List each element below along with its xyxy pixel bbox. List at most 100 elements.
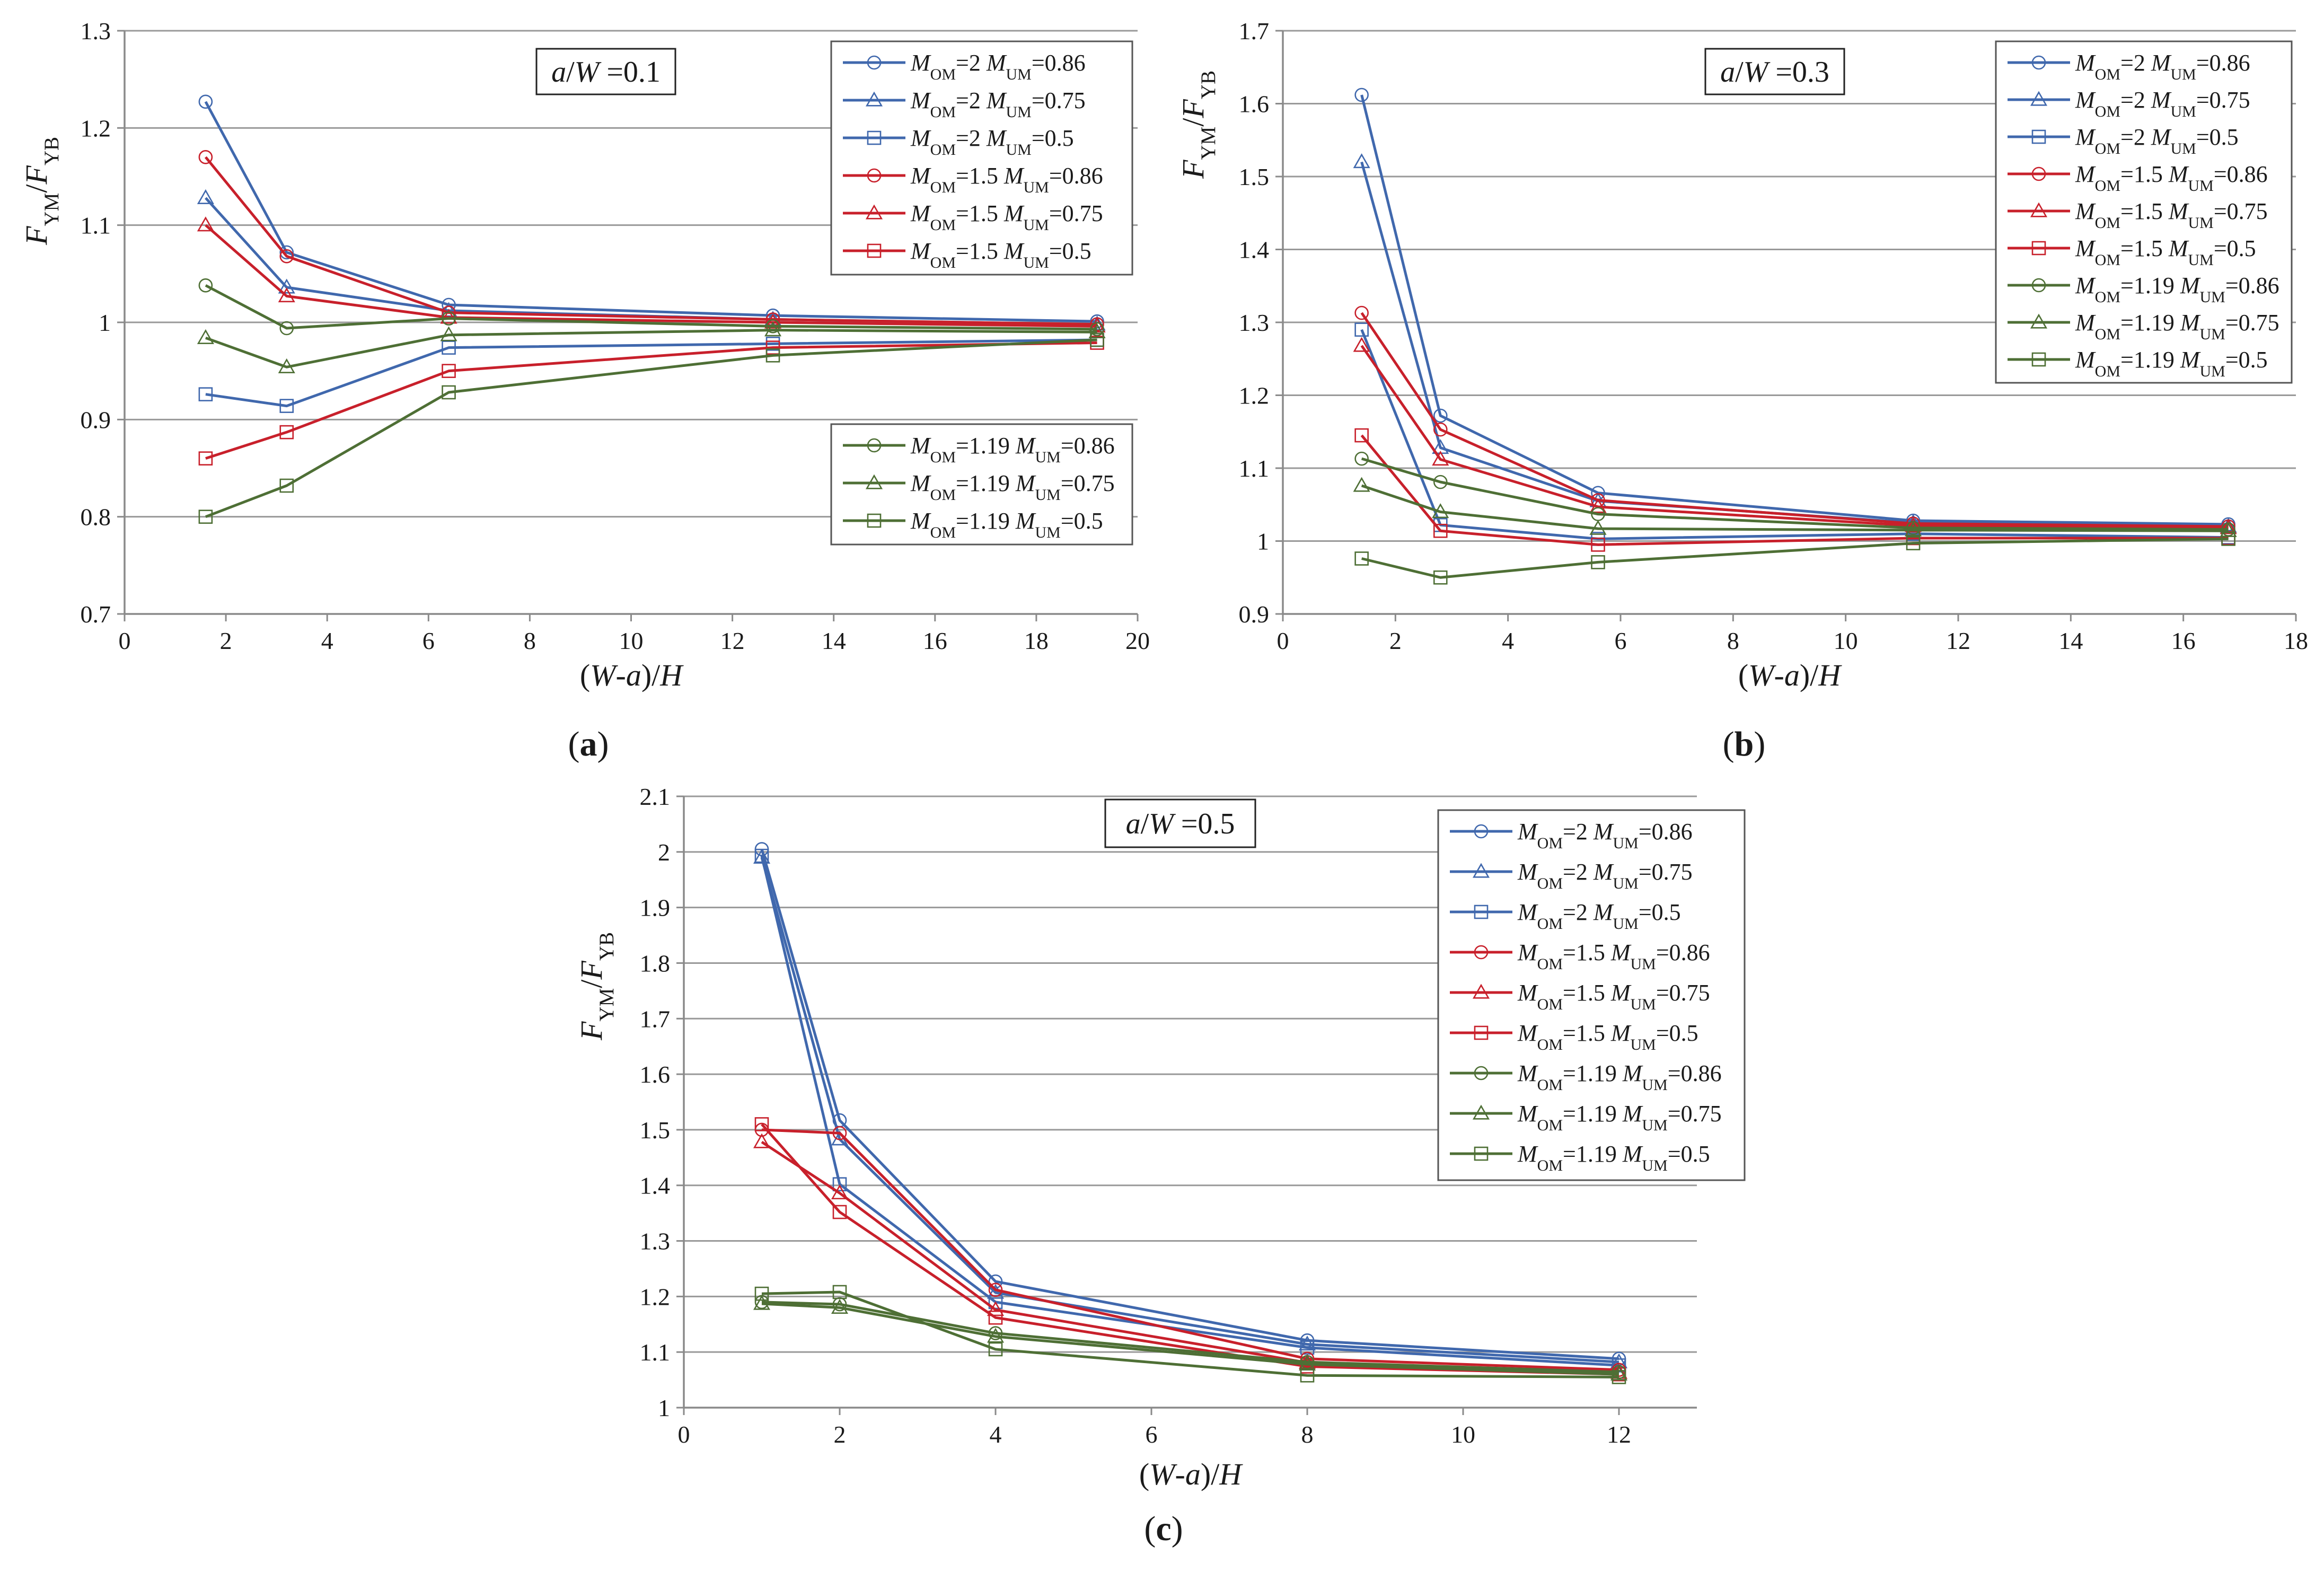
x-tick-label: 8 xyxy=(1301,1421,1314,1448)
data-point xyxy=(1090,332,1104,347)
legend-item: MOM=1.19 MUM=0.5 xyxy=(1450,1141,1710,1174)
legend-label: MOM=1.19 MUM=0.5 xyxy=(910,508,1103,541)
legend-label: MOM=1.5 MUM=0.86 xyxy=(1517,939,1710,973)
data-point xyxy=(198,387,213,401)
x-axis-label: (W-a)/H xyxy=(580,658,684,692)
text-fragment: OM xyxy=(930,179,956,196)
text-fragment: =2 xyxy=(956,50,987,76)
legend-label: MOM=2 MUM=0.86 xyxy=(910,50,1086,83)
text-fragment: =0.86 xyxy=(2196,50,2250,76)
text-fragment: / xyxy=(574,979,609,988)
text-fragment: H xyxy=(1818,658,1842,692)
legend-label: MOM=2 MUM=0.86 xyxy=(1517,819,1693,852)
text-fragment: )/ xyxy=(1800,658,1819,692)
text-fragment: =0.75 xyxy=(1656,980,1710,1006)
series-line xyxy=(1361,484,2229,532)
data-point xyxy=(988,1283,1003,1297)
series-line xyxy=(205,338,1097,519)
data-point xyxy=(1354,551,1369,566)
text-fragment: W xyxy=(1149,807,1176,840)
text-fragment: M xyxy=(910,200,931,226)
text-fragment: UM xyxy=(2199,363,2225,380)
y-tick-label: 1.7 xyxy=(640,1005,671,1032)
text-fragment: M xyxy=(1015,470,1036,496)
legend-label: MOM=1.5 MUM=0.75 xyxy=(2075,198,2268,232)
series-line xyxy=(205,338,1097,408)
text-fragment: M xyxy=(910,87,931,113)
text-fragment: M xyxy=(1517,939,1538,965)
text-fragment: M xyxy=(1003,200,1025,226)
data-point xyxy=(197,329,214,344)
text-fragment: =0.5 xyxy=(1174,807,1235,840)
legend-item: MOM=1.5 MUM=0.5 xyxy=(1450,1020,1698,1053)
legend-marker xyxy=(1472,863,1490,878)
y-tick-label: 1.9 xyxy=(640,894,671,921)
data-point xyxy=(2220,519,2237,534)
text-fragment: M xyxy=(2075,50,2096,76)
data-point xyxy=(2221,532,2235,546)
text-fragment: M xyxy=(2168,198,2189,224)
y-tick-label: 1.4 xyxy=(640,1172,671,1199)
data-point xyxy=(753,1295,771,1310)
y-tick-label: 1.1 xyxy=(81,212,111,239)
legend-marker xyxy=(1474,904,1489,919)
x-tick-label: 2 xyxy=(834,1421,846,1448)
chart-panel-a: 0.7 0.8 0.9 1 1.1 1.2 1.3 0 2 4 6 8 10 12 14 16 18 20 a/W … xyxy=(19,17,1150,763)
text-fragment: M xyxy=(1593,859,1614,885)
text-fragment: M xyxy=(2075,124,2096,150)
data-point xyxy=(442,364,456,378)
data-point xyxy=(1433,475,1448,489)
text-fragment: F xyxy=(19,165,54,185)
text-fragment: UM xyxy=(1035,524,1060,541)
data-point xyxy=(1298,1355,1316,1371)
data-point xyxy=(278,358,295,373)
data-point xyxy=(987,1301,1005,1316)
text-fragment: M xyxy=(1517,1060,1538,1086)
text-fragment: M xyxy=(1517,899,1538,925)
text-fragment: / xyxy=(19,184,54,193)
text-fragment: =1.5 xyxy=(956,238,1004,264)
text-fragment: M xyxy=(2180,310,2201,336)
series-5 xyxy=(754,1117,1626,1382)
series-4 xyxy=(1353,337,2237,534)
data-point xyxy=(1090,322,1104,337)
text-fragment: OM xyxy=(1537,955,1563,973)
panel-label: (c) xyxy=(1144,1509,1183,1548)
legend-item: MOM=1.19 MUM=0.75 xyxy=(1450,1101,1722,1134)
chart-title: a/W =0.3 xyxy=(1720,56,1829,89)
text-fragment: =1.19 xyxy=(1563,1060,1623,1086)
text-fragment: M xyxy=(1015,508,1036,534)
text-fragment: M xyxy=(1517,1141,1538,1167)
x-tick-label: 12 xyxy=(1607,1421,1631,1448)
legend-item: MOM=1.5 MUM=0.5 xyxy=(2008,235,2256,269)
legend-item: MOM=1.5 MUM=0.75 xyxy=(843,200,1103,234)
text-fragment: UM xyxy=(2188,177,2213,195)
data-point xyxy=(2220,522,2237,537)
x-tick-label: 8 xyxy=(1727,627,1739,654)
data-point xyxy=(197,189,214,204)
text-fragment: =1.5 xyxy=(956,163,1004,189)
text-fragment: ) xyxy=(1754,725,1765,763)
x-tick-label: 2 xyxy=(220,627,232,654)
text-fragment: M xyxy=(910,50,931,76)
text-fragment: )/ xyxy=(641,658,661,692)
chart-panel-c: 1 1.1 1.2 1.3 1.4 1.5 1.6 1.7 1.8 1.9 2 2.1 0 2 4 6 8 10 1… xyxy=(574,783,1746,1548)
chart-title: a/W =0.5 xyxy=(1126,807,1235,840)
y-tick-label: 1.5 xyxy=(640,1117,671,1144)
data-point xyxy=(1591,555,1605,569)
legend-label: MOM=1.5 MUM=0.5 xyxy=(2075,235,2256,269)
text-fragment: OM xyxy=(1537,875,1563,892)
legend-label: MOM=2 MUM=0.5 xyxy=(2075,124,2239,157)
data-point xyxy=(198,278,213,293)
legend-marker xyxy=(1474,824,1489,839)
legend-marker xyxy=(1474,1025,1489,1040)
text-fragment: =0.5 xyxy=(2225,347,2268,373)
text-fragment: =1.5 xyxy=(2120,235,2169,261)
text-fragment: OM xyxy=(1537,996,1563,1013)
text-fragment: M xyxy=(2075,161,2096,187)
text-fragment: H xyxy=(1219,1457,1243,1491)
legend-item: MOM=1.5 MUM=0.75 xyxy=(1450,980,1710,1013)
x-axis-label: (W-a)/H xyxy=(1738,658,1842,692)
text-fragment: =0.5 xyxy=(2214,235,2256,261)
legend-item: MOM=1.5 MUM=0.86 xyxy=(2008,161,2268,195)
